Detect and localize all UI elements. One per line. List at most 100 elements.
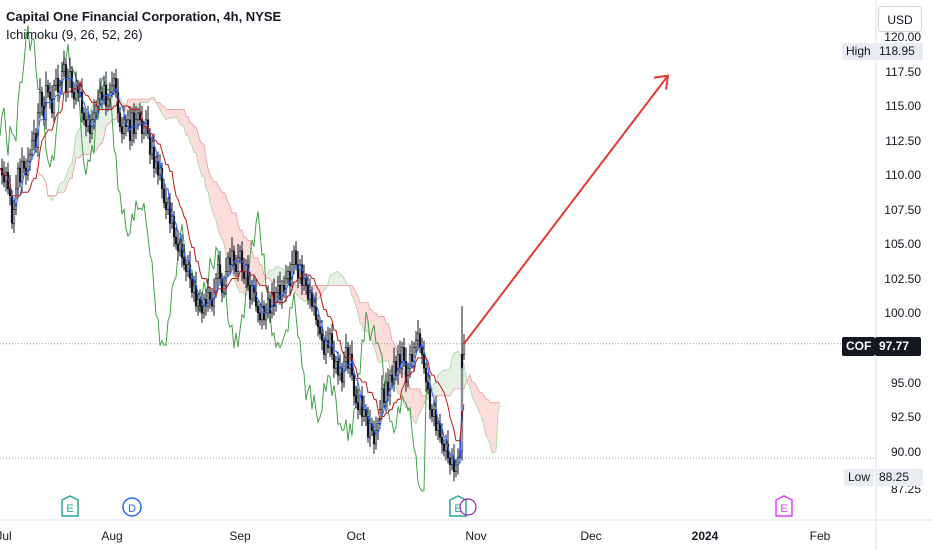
candle-body — [18, 167, 22, 183]
chart-legend: Capital One Financial Corporation, 4h, N… — [6, 8, 281, 44]
cloud-segment — [202, 143, 204, 177]
cloud-segment — [362, 302, 364, 331]
candle-body — [16, 167, 20, 190]
cloud-segment — [454, 352, 456, 389]
candle-body — [352, 374, 356, 397]
candle-body — [216, 264, 220, 279]
price-tick-label: 110.00 — [885, 168, 921, 182]
price-tick-label: 115.00 — [885, 99, 921, 113]
cloud-segment — [338, 271, 340, 286]
cloud-segment — [78, 128, 80, 158]
candle-body — [320, 333, 324, 341]
cloud-segment — [412, 388, 414, 422]
candle-body — [122, 119, 126, 134]
cloud-segment — [384, 316, 386, 362]
cloud-segment — [416, 388, 418, 424]
event-marker-label: E — [454, 503, 461, 515]
time-tick-label: Feb — [810, 529, 831, 543]
candle-body — [234, 264, 238, 272]
candle-body — [324, 340, 328, 355]
cloud-segment — [62, 181, 64, 193]
time-tick-label: Oct — [347, 529, 366, 543]
candle-body — [82, 112, 86, 121]
cloud-segment — [152, 97, 154, 100]
cloud-segment — [388, 323, 390, 369]
candle-body — [418, 333, 422, 348]
candle-body — [48, 91, 52, 100]
cloud-segment — [490, 402, 492, 453]
cloud-segment — [224, 192, 226, 255]
candle-body — [154, 160, 158, 169]
candle-body — [132, 112, 136, 134]
cloud-segment — [262, 264, 264, 284]
candle-body — [338, 367, 342, 376]
candle-body — [436, 423, 440, 431]
cloud-segment — [470, 375, 472, 396]
candle-body — [280, 285, 284, 300]
candle-body — [96, 98, 100, 107]
candle-body — [390, 374, 394, 383]
cloud-segment — [408, 382, 410, 415]
cloud-segment — [168, 109, 170, 119]
event-marker-label: E — [780, 503, 787, 515]
event-marker-label: D — [128, 503, 136, 515]
cloud-segment — [382, 316, 384, 362]
candle-body — [356, 402, 360, 410]
candle-body — [98, 91, 102, 100]
candle-body — [448, 457, 452, 466]
cloud-segment — [136, 99, 138, 108]
candle-body — [196, 298, 200, 307]
candle-body — [162, 188, 166, 203]
candle-body — [94, 105, 98, 114]
currency-button[interactable]: USD — [878, 6, 922, 32]
cloud-segment — [220, 188, 222, 239]
candle-body — [428, 388, 432, 410]
trend-arrow-head — [653, 74, 670, 90]
cloud-segment — [164, 106, 166, 120]
candle-body — [410, 354, 414, 362]
candle-body — [198, 298, 202, 307]
cloud-segment — [344, 278, 346, 286]
time-tick-label: Aug — [101, 529, 122, 543]
candle-body — [84, 119, 88, 128]
candle-body — [40, 91, 44, 107]
price-tick-label: 102.50 — [884, 272, 921, 286]
candle-body — [2, 174, 6, 183]
price-tick-label: 100.00 — [884, 306, 921, 320]
candle-body — [310, 291, 314, 307]
cloud-segment — [440, 371, 442, 396]
candle-body — [200, 305, 204, 314]
cloud-segment — [488, 399, 490, 445]
cloud-segment — [322, 285, 324, 295]
candle-body — [274, 291, 278, 307]
cloud-segment — [192, 123, 194, 153]
cloud-segment — [494, 402, 496, 453]
candle-body — [10, 195, 14, 224]
candle-body — [178, 243, 182, 252]
candle-body — [388, 374, 392, 397]
indicator-label[interactable]: Ichimoku (9, 26, 52, 26) — [6, 27, 143, 42]
cloud-segment — [146, 99, 148, 103]
cloud-segment — [482, 392, 484, 427]
candle-body — [322, 340, 326, 355]
cloud-segment — [376, 313, 378, 362]
candle-body — [454, 464, 458, 472]
candle-body — [232, 250, 236, 265]
candle-body — [374, 429, 378, 445]
candle-body — [86, 119, 90, 128]
cloud-segment — [200, 140, 202, 177]
cloud-segment — [298, 285, 300, 300]
candle-body — [174, 236, 178, 245]
candle-body — [364, 409, 368, 417]
price-tick-label: 117.50 — [885, 65, 921, 79]
cloud-segment — [194, 126, 196, 153]
cloud-segment — [140, 99, 142, 103]
earnings-marker-icon — [775, 495, 793, 517]
candle-body — [30, 140, 34, 155]
cloud-segment — [72, 150, 74, 179]
candle-body — [186, 264, 190, 272]
candle-body — [336, 360, 340, 376]
time-tick-label: Sep — [229, 529, 251, 543]
candle-body — [308, 291, 312, 300]
